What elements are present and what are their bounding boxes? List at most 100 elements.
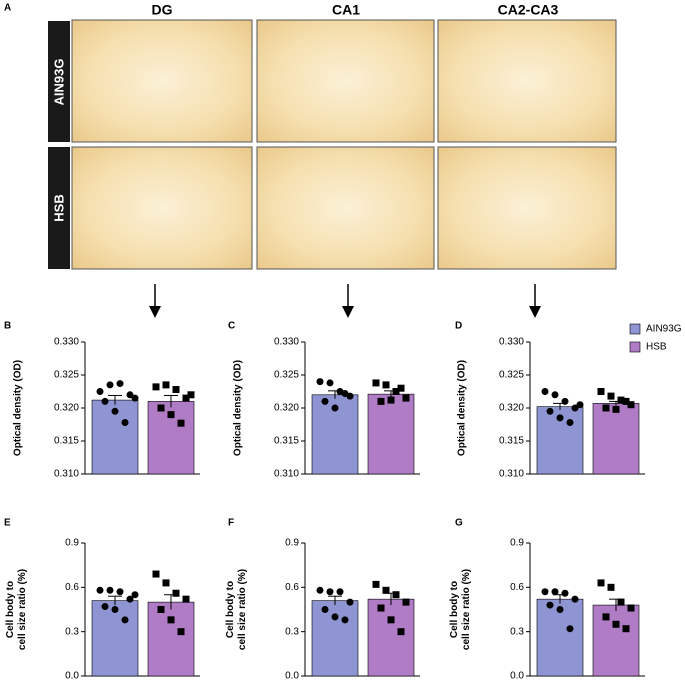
- row-header: AIN93G: [51, 59, 66, 106]
- data-point: [316, 378, 324, 386]
- data-point: [126, 595, 134, 603]
- data-point: [96, 586, 104, 594]
- data-point: [96, 388, 104, 395]
- y-tick-label: 0.6: [510, 582, 524, 593]
- y-tick-label: 0.9: [285, 538, 299, 549]
- y-tick-label: 0.310: [499, 469, 524, 480]
- data-point: [372, 580, 380, 588]
- panel-label: F: [228, 518, 234, 529]
- row-band: [48, 147, 70, 269]
- data-point: [111, 407, 119, 415]
- data-point: [551, 588, 559, 596]
- row-band: [48, 21, 70, 142]
- data-point: [177, 628, 185, 636]
- bar: [592, 604, 640, 677]
- data-point: [372, 379, 380, 387]
- bar: [311, 600, 359, 677]
- y-tick-label: 0.320: [274, 403, 299, 414]
- micrographs: [71, 19, 617, 270]
- data-point: [397, 628, 405, 636]
- data-point: [541, 388, 549, 395]
- data-point: [556, 606, 564, 613]
- data-point: [612, 405, 620, 413]
- data-point: [321, 606, 329, 613]
- data-point: [321, 397, 329, 405]
- data-point: [101, 397, 109, 405]
- bar: [367, 393, 415, 475]
- data-point: [116, 380, 124, 388]
- data-point: [392, 591, 400, 599]
- data-point: [546, 601, 554, 609]
- data-point: [326, 588, 334, 596]
- y-tick-label: 0.6: [285, 582, 299, 593]
- micrograph: [437, 146, 617, 270]
- data-point: [377, 604, 385, 612]
- data-point: [571, 595, 579, 603]
- bar: [147, 601, 195, 677]
- micrograph: [71, 146, 253, 270]
- data-point: [597, 579, 605, 587]
- data-point: [541, 588, 549, 596]
- data-point: [101, 603, 109, 611]
- y-tick-label: 0.6: [65, 582, 79, 593]
- y-tick-label: 0.330: [274, 337, 299, 348]
- y-tick-label: 0.325: [274, 370, 299, 381]
- data-point: [131, 394, 139, 402]
- data-point: [402, 598, 410, 606]
- data-point: [182, 394, 190, 402]
- data-point: [597, 388, 605, 395]
- y-tick-label: 0.320: [54, 403, 79, 414]
- y-tick-label: 0.310: [274, 469, 299, 480]
- y-tick-label: 0.330: [499, 337, 524, 348]
- data-point: [602, 404, 610, 412]
- legend-label: HSB: [646, 342, 667, 353]
- data-point: [571, 404, 579, 412]
- data-point: [167, 616, 175, 624]
- data-point: [172, 386, 180, 394]
- data-point: [387, 396, 395, 404]
- data-point: [152, 383, 160, 391]
- data-point: [607, 583, 615, 591]
- data-point: [397, 384, 405, 392]
- data-point: [162, 579, 170, 587]
- micrograph: [256, 146, 435, 270]
- data-point: [121, 616, 129, 624]
- y-tick-label: 0.3: [510, 626, 524, 637]
- panel-label: G: [455, 518, 463, 529]
- data-point: [157, 606, 165, 613]
- y-tick-label: 0.315: [274, 436, 299, 447]
- data-point: [607, 392, 615, 400]
- y-axis-label: Optical density (OD): [13, 360, 24, 456]
- y-axis-label: Cell body tocell size ratio (%): [5, 569, 28, 650]
- data-point: [576, 401, 584, 409]
- data-point: [612, 620, 620, 628]
- data-point: [326, 379, 334, 387]
- data-point: [131, 591, 139, 599]
- data-point: [106, 381, 114, 389]
- data-point: [126, 391, 134, 399]
- data-point: [602, 613, 610, 621]
- data-point: [382, 586, 390, 594]
- data-point: [387, 616, 395, 624]
- y-tick-label: 0.0: [285, 671, 299, 682]
- data-point: [627, 401, 635, 409]
- bar: [592, 403, 640, 475]
- row-header: HSB: [51, 194, 66, 221]
- data-point: [157, 404, 165, 412]
- y-tick-label: 0.310: [54, 469, 79, 480]
- data-point: [177, 419, 185, 427]
- data-point: [566, 419, 574, 427]
- data-point: [152, 570, 160, 578]
- legend-label: AIN93G: [646, 324, 682, 335]
- data-point: [111, 606, 119, 613]
- data-point: [617, 396, 625, 404]
- data-point: [106, 586, 114, 594]
- data-point: [341, 616, 349, 624]
- data-point: [402, 394, 410, 402]
- data-point: [561, 397, 569, 405]
- y-tick-label: 0.315: [499, 436, 524, 447]
- data-point: [346, 598, 354, 606]
- data-point: [627, 604, 635, 612]
- bar: [367, 598, 415, 677]
